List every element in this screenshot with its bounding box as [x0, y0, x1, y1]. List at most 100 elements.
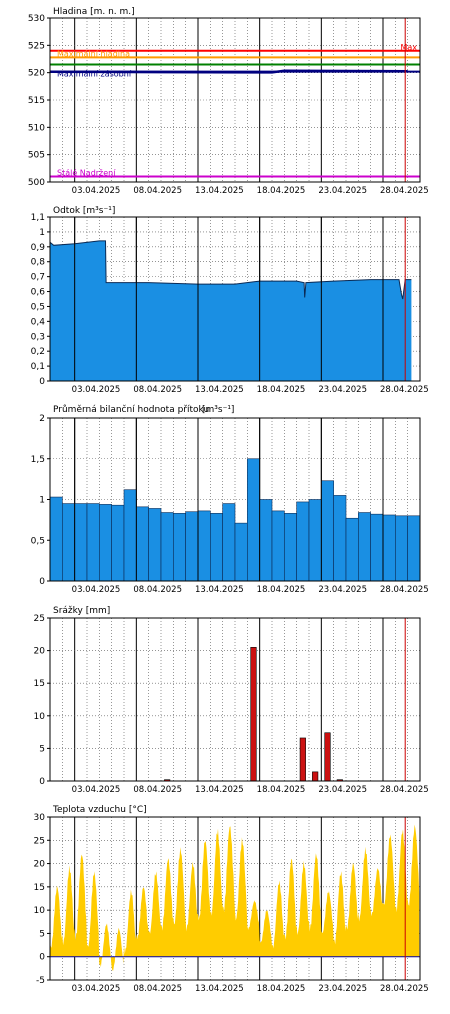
y-tick-label: 20: [34, 647, 46, 657]
x-tick-label: 28.04.2025: [380, 385, 429, 395]
water-level-title: Hladina [m. n. m.]: [53, 7, 135, 17]
x-tick-label: 18.04.2025: [257, 785, 306, 795]
inflow-bar: [74, 503, 88, 582]
inflow-bar: [296, 501, 310, 582]
x-tick-label: 23.04.2025: [318, 785, 367, 795]
temperature-title: Teplota vzduchu [°C]: [52, 805, 147, 815]
precipitation-panel: Srážky [mm] 0 5 10 15 20 25 03.04.2025 08.04.20…: [34, 606, 429, 795]
y-tick-label: 530: [28, 14, 45, 24]
outflow-panel: Odtok [m³s⁻¹] 0 0,1 0,2 0,3 0,4 0,5 0,6 0,7 0,8 0…: [31, 206, 429, 395]
inflow-bar: [407, 515, 421, 582]
plot-border: [49, 17, 421, 183]
y-tick-label: 25: [34, 614, 45, 624]
reference-line-label: Maximální hladina: [57, 49, 130, 58]
x-tick-label: 23.04.2025: [318, 186, 367, 196]
plot-border: [49, 617, 421, 782]
plot-border: [49, 216, 421, 382]
reference-line-label: Max: [400, 43, 417, 52]
y-tick-label: 15: [34, 883, 45, 893]
outflow-line: [49, 240, 412, 300]
inflow-bar: [333, 495, 347, 582]
inflow-bar: [234, 522, 248, 582]
grid: [49, 617, 421, 782]
x-tick-label: 23.04.2025: [318, 585, 367, 595]
x-tick-label: 03.04.2025: [72, 785, 121, 795]
y-tick-label: 0,5: [31, 302, 45, 312]
inflow-bar: [345, 517, 359, 582]
reference-line-label: Maximální zásobní: [57, 70, 132, 79]
y-tick-label: 5: [39, 744, 45, 754]
precipitation-bar: [312, 771, 319, 782]
x-tick-label: 18.04.2025: [257, 186, 306, 196]
precipitation-title: Srážky [mm]: [53, 606, 110, 616]
inflow-bar: [259, 499, 273, 582]
x-tick-label: 28.04.2025: [380, 984, 429, 994]
y-tick-label: 0,4: [31, 317, 46, 327]
x-tick-label: 13.04.2025: [195, 385, 244, 395]
x-tick-label: 28.04.2025: [380, 186, 429, 196]
y-tick-label: 20: [34, 860, 46, 870]
x-tick-label: 03.04.2025: [72, 984, 121, 994]
x-tick-label: 13.04.2025: [195, 585, 244, 595]
y-tick-label: 500: [28, 178, 45, 188]
x-tick-label: 23.04.2025: [318, 385, 367, 395]
y-tick-label: 1,5: [31, 455, 45, 465]
y-tick-label: 515: [28, 96, 45, 106]
inflow-bar: [160, 512, 174, 582]
inflow-bar: [271, 510, 285, 582]
x-tick-label: 03.04.2025: [72, 385, 121, 395]
precipitation-bar: [299, 737, 306, 782]
inflow-bar: [395, 515, 408, 582]
x-tick-label: 08.04.2025: [133, 585, 182, 595]
y-tick-label: 10: [34, 906, 46, 916]
inflow-bar: [197, 510, 211, 582]
inflow-bar: [123, 489, 137, 582]
x-tick-label: 08.04.2025: [133, 186, 182, 196]
y-tick-label: -5: [36, 976, 45, 986]
x-tick-label: 13.04.2025: [195, 984, 244, 994]
y-tick-label: 0: [39, 777, 45, 787]
inflow-title: Průměrná bilanční hodnota přítoku: [53, 404, 209, 415]
y-tick-label: 0,2: [31, 347, 45, 357]
water-level-panel: Hladina [m. n. m.] 500 505 510 515 520 525 530…: [28, 7, 429, 196]
y-tick-label: 0,6: [31, 288, 46, 298]
x-tick-label: 13.04.2025: [195, 186, 244, 196]
inflow-bar: [136, 506, 149, 582]
inflow-bars: [49, 458, 421, 582]
inflow-bar: [284, 513, 297, 582]
inflow-bar: [62, 503, 75, 582]
precipitation-bar: [324, 732, 331, 782]
inflow-bar: [222, 503, 236, 582]
x-tick-label: 18.04.2025: [257, 385, 306, 395]
x-tick-label: 18.04.2025: [257, 984, 306, 994]
inflow-bar: [382, 514, 396, 582]
x-tick-label: 08.04.2025: [133, 785, 182, 795]
y-tick-label: 25: [34, 836, 45, 846]
plot-border: [49, 816, 421, 981]
y-tick-label: 1: [39, 496, 45, 506]
y-tick-label: 15: [34, 679, 45, 689]
y-tick-label: 1,1: [31, 213, 45, 223]
x-tick-label: 03.04.2025: [72, 186, 121, 196]
y-tick-label: 0,3: [31, 332, 45, 342]
inflow-bar: [111, 504, 125, 582]
inflow-unit: [m³s⁻¹]: [202, 405, 234, 415]
inflow-bar: [210, 513, 223, 582]
plot-border: [49, 417, 421, 582]
y-tick-label: 1: [39, 228, 45, 238]
inflow-bar: [358, 512, 371, 582]
x-tick-label: 28.04.2025: [380, 785, 429, 795]
y-tick-label: 30: [34, 813, 46, 823]
y-tick-label: 5: [39, 929, 45, 939]
x-tick-label: 23.04.2025: [318, 984, 367, 994]
y-tick-label: 520: [28, 69, 45, 79]
x-tick-label: 03.04.2025: [72, 585, 121, 595]
water-level-series: [49, 69, 408, 74]
reference-line-label: Stálé Nadržení: [57, 168, 116, 178]
inflow-bar: [173, 513, 186, 582]
y-tick-label: 0,1: [31, 362, 45, 372]
inflow-bar: [370, 513, 384, 582]
y-tick-label: 0,7: [31, 273, 45, 283]
